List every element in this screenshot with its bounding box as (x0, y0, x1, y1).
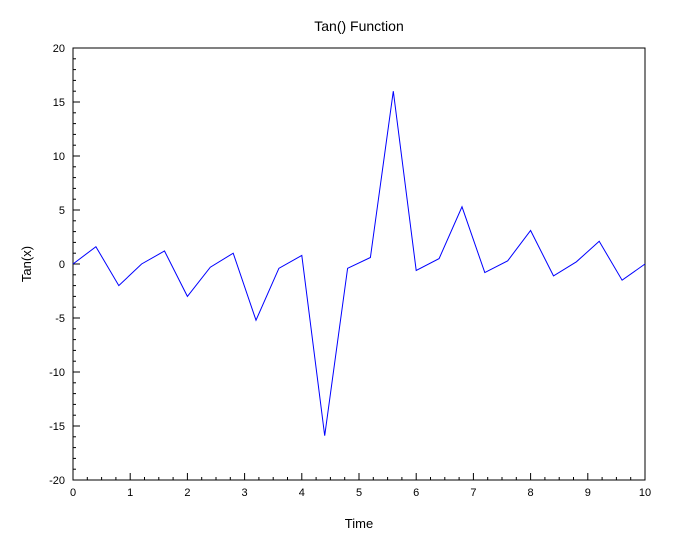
data-point (233, 253, 234, 254)
y-tick-label: 5 (59, 205, 65, 217)
x-tick-label: 2 (184, 487, 190, 499)
plot-axes (72, 47, 646, 481)
data-point (599, 241, 600, 242)
data-point (507, 260, 508, 261)
data-point (622, 280, 623, 281)
data-point (644, 263, 645, 264)
x-tick-label: 5 (356, 487, 362, 499)
x-tick-label: 3 (242, 487, 248, 499)
data-point (324, 435, 325, 436)
x-tick-label: 8 (528, 487, 534, 499)
data-point (393, 91, 394, 92)
data-point (118, 285, 119, 286)
data-point (576, 261, 577, 262)
data-point (347, 268, 348, 269)
data-point (95, 246, 96, 247)
data-point (370, 257, 371, 258)
x-tick-label: 4 (299, 487, 305, 499)
x-tick-label: 10 (639, 487, 651, 499)
data-series (72, 91, 646, 436)
data-point (416, 270, 417, 271)
axis-ticks: 0 1 2 3 4 5 6 7 8 9 10 -20 -15 -10 -5 0 5 10 15 20 (49, 43, 651, 499)
y-axis-label: Tan(x) (19, 246, 34, 282)
data-point (187, 296, 188, 297)
y-tick-label: 15 (53, 97, 65, 109)
data-point (461, 206, 462, 207)
data-point (301, 255, 302, 256)
data-point (164, 250, 165, 251)
x-tick-label: 7 (470, 487, 476, 499)
x-tick-label: 9 (585, 487, 591, 499)
x-tick-label: 0 (70, 487, 76, 499)
data-point (141, 263, 142, 264)
y-tick-label: 0 (59, 259, 65, 271)
data-point (210, 267, 211, 268)
x-axis-label: Time (345, 516, 373, 531)
y-tick-label: -5 (55, 313, 65, 325)
y-tick-label: -10 (49, 367, 65, 379)
x-tick-label: 6 (413, 487, 419, 499)
x-tick-label: 1 (127, 487, 133, 499)
data-point (484, 272, 485, 273)
plot-frame (72, 47, 646, 481)
data-point (438, 258, 439, 259)
data-point (278, 268, 279, 269)
series-line (72, 91, 646, 436)
data-point (530, 230, 531, 231)
y-tick-label: -15 (49, 421, 65, 433)
data-point (255, 320, 256, 321)
chart-title: Tan() Function (314, 18, 403, 34)
y-tick-label: -20 (49, 475, 65, 487)
y-tick-label: 20 (53, 43, 65, 55)
y-tick-label: 10 (53, 151, 65, 163)
data-point (72, 263, 73, 264)
data-point (553, 275, 554, 276)
